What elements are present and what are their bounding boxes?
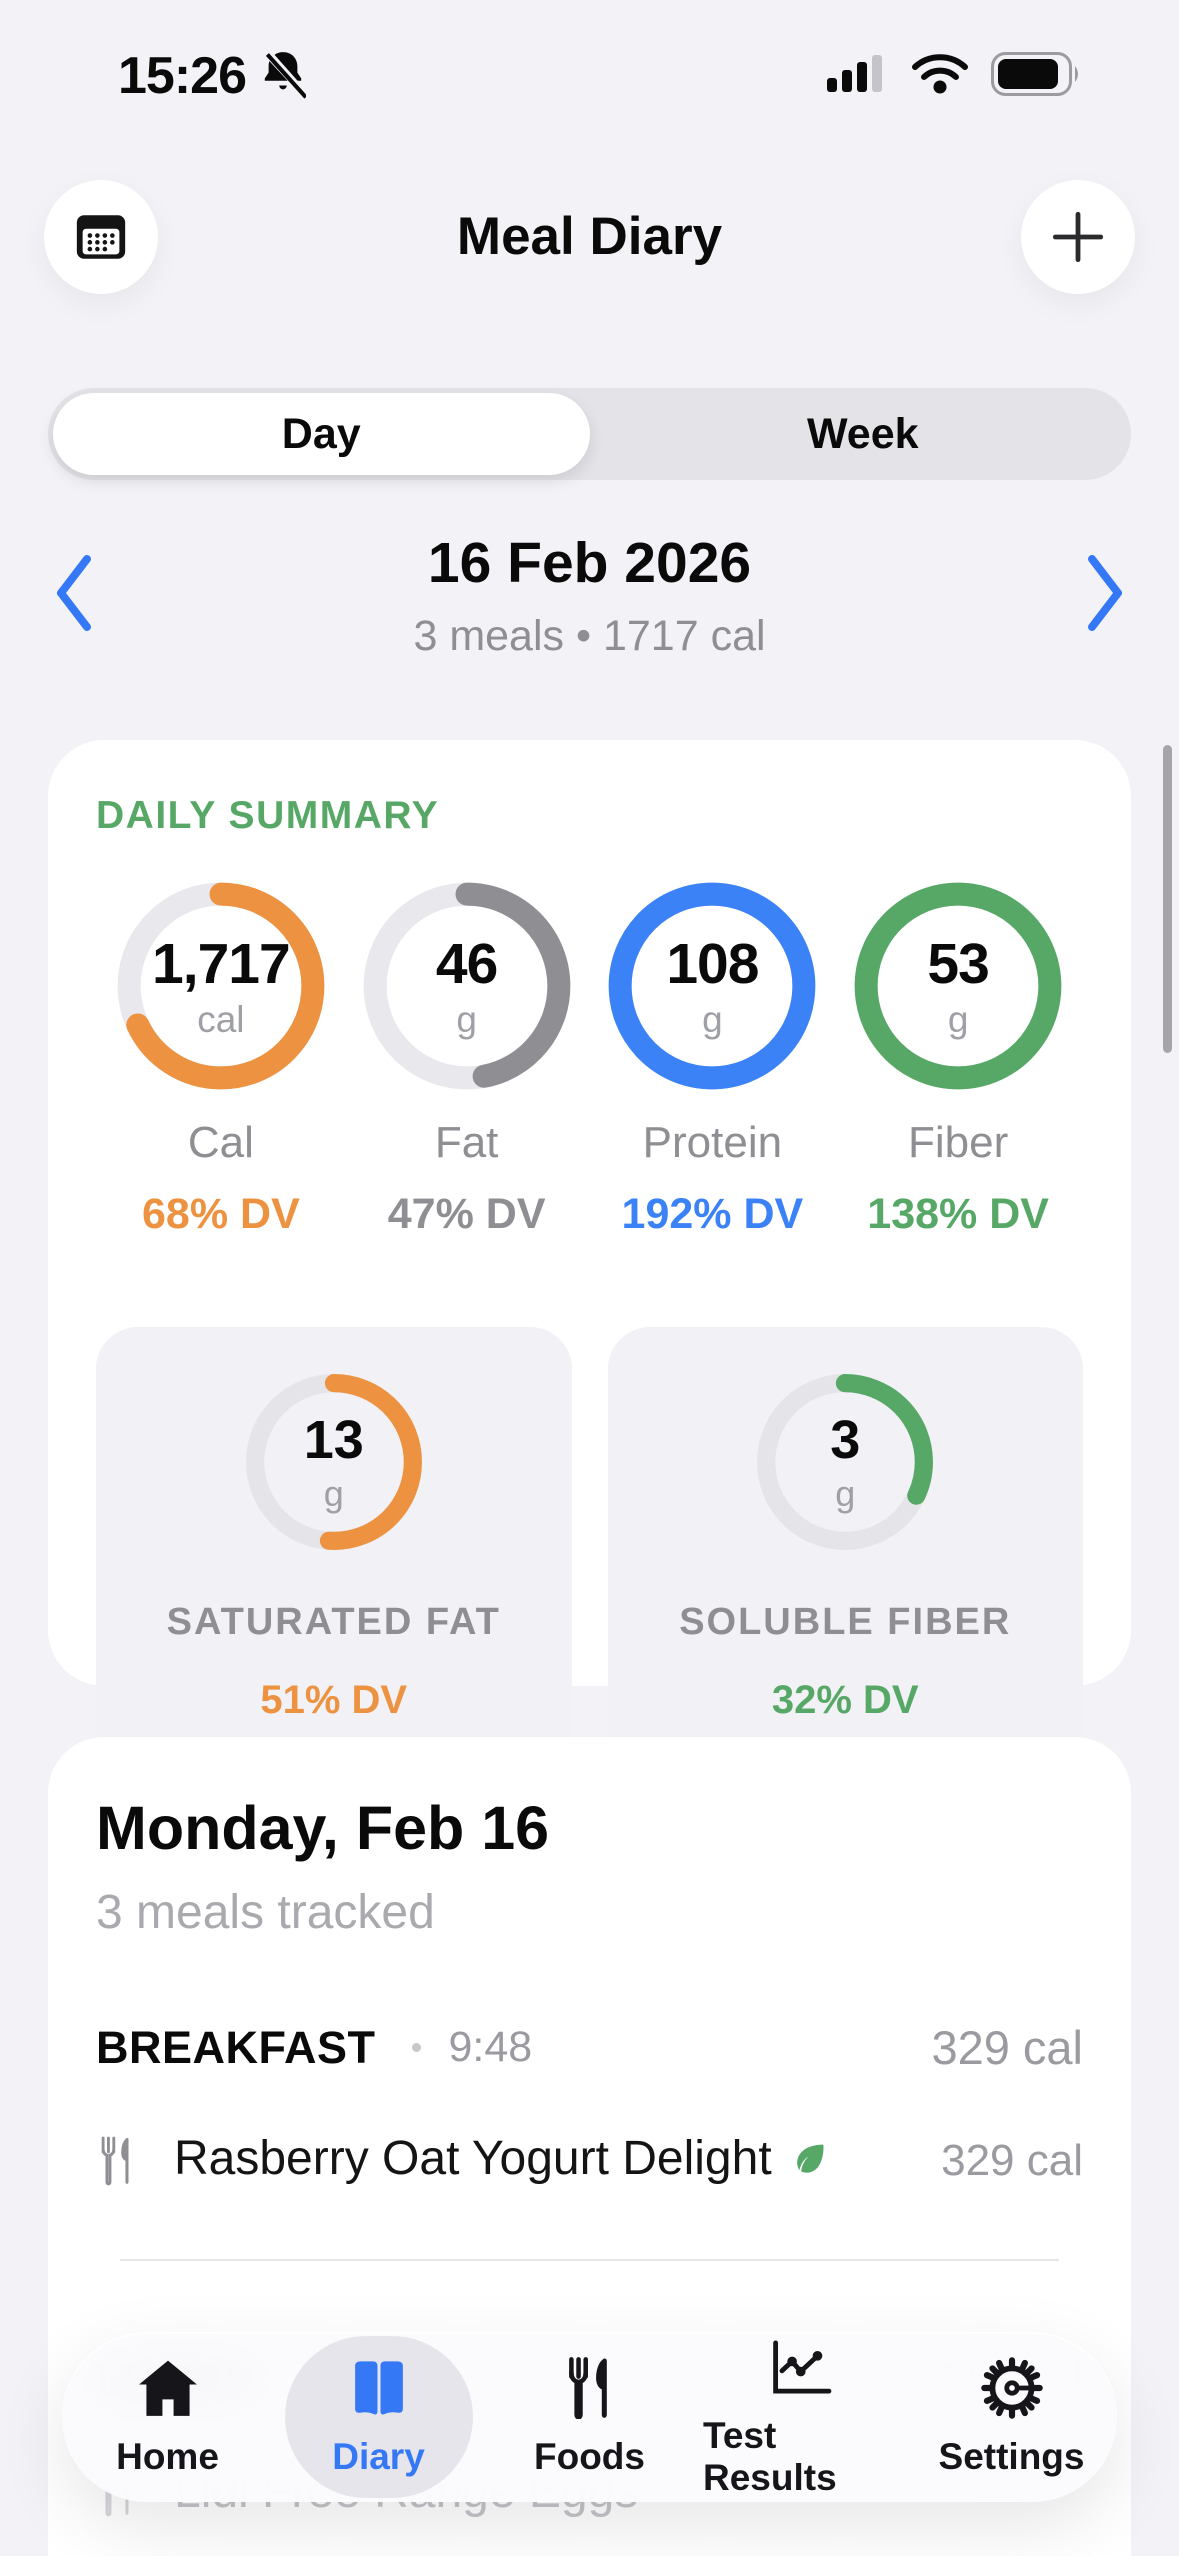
soluble-fiber-dv: 32% DV — [771, 1678, 919, 1722]
home-icon — [135, 2357, 201, 2424]
chart-icon — [768, 2336, 834, 2403]
breakfast-time: 9:48 — [448, 2023, 533, 2071]
tab-settings[interactable]: Settings — [914, 2332, 1109, 2502]
cal-progress-ring: 1,717 cal — [115, 880, 327, 1092]
protein-progress-ring: 108 g — [606, 880, 818, 1092]
cal-ring-block: 1,717 cal Cal 68% DV — [98, 880, 344, 1239]
toggle-option-week[interactable]: Week — [806, 409, 919, 458]
cellular-signal-icon — [827, 54, 889, 99]
daily-summary-card: DAILY SUMMARY 1,717 cal Cal 68% DV 46 g Fa… — [48, 740, 1131, 1775]
daily-summary-heading: DAILY SUMMARY — [96, 794, 440, 837]
section-divider — [120, 2259, 1059, 2261]
fat-progress-ring: 46 g — [361, 880, 573, 1092]
day-week-toggle: Day Week — [48, 388, 1131, 480]
protein-dv: 192% DV — [621, 1190, 804, 1238]
previous-day-chevron-icon[interactable] — [38, 548, 108, 638]
add-meal-button[interactable] — [1021, 180, 1135, 294]
status-bar: 15:26 — [0, 40, 1179, 112]
tab-foods[interactable]: Foods — [492, 2332, 687, 2502]
day-log-title: Monday, Feb 16 — [96, 1794, 550, 1862]
separator-dot — [411, 2043, 421, 2052]
leaf-icon — [790, 2131, 830, 2195]
cal-unit: cal — [197, 999, 245, 1040]
saturated-fat-unit: g — [323, 1473, 344, 1514]
wifi-icon — [911, 53, 969, 100]
meal-item-rasberry-oat-yogurt[interactable]: Rasberry Oat Yogurt Delight 329 cal — [96, 2127, 1083, 2195]
fat-label: Fat — [434, 1118, 499, 1167]
status-left: 15:26 — [118, 46, 308, 106]
saturated-fat-card: 13 g SATURATED FAT 51% DV — [96, 1327, 572, 1775]
soluble-fiber-label: SOLUBLE FIBER — [679, 1601, 1012, 1643]
current-date: 16 Feb 2026 — [427, 531, 752, 595]
tab-diary[interactable]: Diary — [281, 2332, 476, 2502]
fork-knife-icon — [562, 2356, 618, 2424]
breakfast-label: BREAKFAST — [96, 2021, 376, 2073]
fiber-label: Fiber — [908, 1118, 1009, 1167]
open-book-icon — [346, 2357, 412, 2424]
breakfast-calories: 329 cal — [931, 2021, 1083, 2074]
fat-value: 46 — [435, 932, 498, 996]
saturated-fat-ring: 13 g — [243, 1371, 425, 1553]
meal-item-title: Rasberry Oat Yogurt Delight — [174, 2127, 830, 2195]
tab-bar: Home Diary Foods Test Results Settings — [62, 2332, 1117, 2502]
fat-ring-block: 46 g Fat 47% DV — [344, 880, 590, 1239]
meal-item-calories: 329 cal — [941, 2136, 1083, 2185]
tab-test-results[interactable]: Test Results — [703, 2332, 898, 2502]
gear-icon — [980, 2356, 1043, 2424]
next-day-chevron-icon[interactable] — [1071, 548, 1141, 638]
soluble-fiber-unit: g — [835, 1473, 856, 1514]
cal-dv: 68% DV — [142, 1190, 300, 1238]
tab-home[interactable]: Home — [70, 2332, 265, 2502]
notifications-silenced-icon — [260, 49, 308, 104]
scrollbar-thumb[interactable] — [1163, 745, 1172, 1053]
fat-unit: g — [456, 999, 477, 1040]
battery-icon — [991, 51, 1083, 101]
soluble-fiber-value: 3 — [830, 1410, 861, 1470]
page-title: Meal Diary — [456, 207, 723, 266]
fiber-unit: g — [947, 999, 969, 1040]
status-time: 15:26 — [118, 47, 247, 105]
header: Meal Diary — [0, 180, 1179, 296]
date-summary: 3 meals • 1717 cal — [413, 612, 766, 660]
status-indicators — [827, 51, 1083, 101]
protein-value: 108 — [666, 932, 759, 996]
breakfast-header: BREAKFAST 9:48 329 cal — [96, 2020, 1083, 2075]
saturated-fat-value: 13 — [303, 1410, 364, 1470]
macro-rings-row: 1,717 cal Cal 68% DV 46 g Fat 47% DV 108 g … — [96, 880, 1083, 1239]
protein-label: Protein — [642, 1118, 783, 1167]
fiber-ring-block: 53 g Fiber 138% DV — [835, 880, 1081, 1239]
cal-label: Cal — [187, 1118, 254, 1167]
fiber-progress-ring: 53 g — [852, 880, 1064, 1092]
protein-unit: g — [702, 999, 723, 1040]
cal-value: 1,717 — [152, 932, 291, 996]
fiber-value: 53 — [927, 932, 989, 996]
fat-dv: 47% DV — [387, 1190, 546, 1238]
date-navigation: 16 Feb 2026 3 meals • 1717 cal — [0, 530, 1179, 660]
saturated-fat-label: SATURATED FAT — [166, 1601, 501, 1643]
protein-ring-block: 108 g Protein 192% DV — [590, 880, 836, 1239]
day-log-subtitle: 3 meals tracked — [96, 1886, 435, 1939]
utensils-icon — [96, 2136, 140, 2186]
saturated-fat-dv: 51% DV — [260, 1678, 408, 1722]
calendar-button[interactable] — [44, 180, 158, 294]
fiber-dv: 138% DV — [867, 1190, 1049, 1238]
toggle-option-day[interactable]: Day — [53, 393, 590, 475]
